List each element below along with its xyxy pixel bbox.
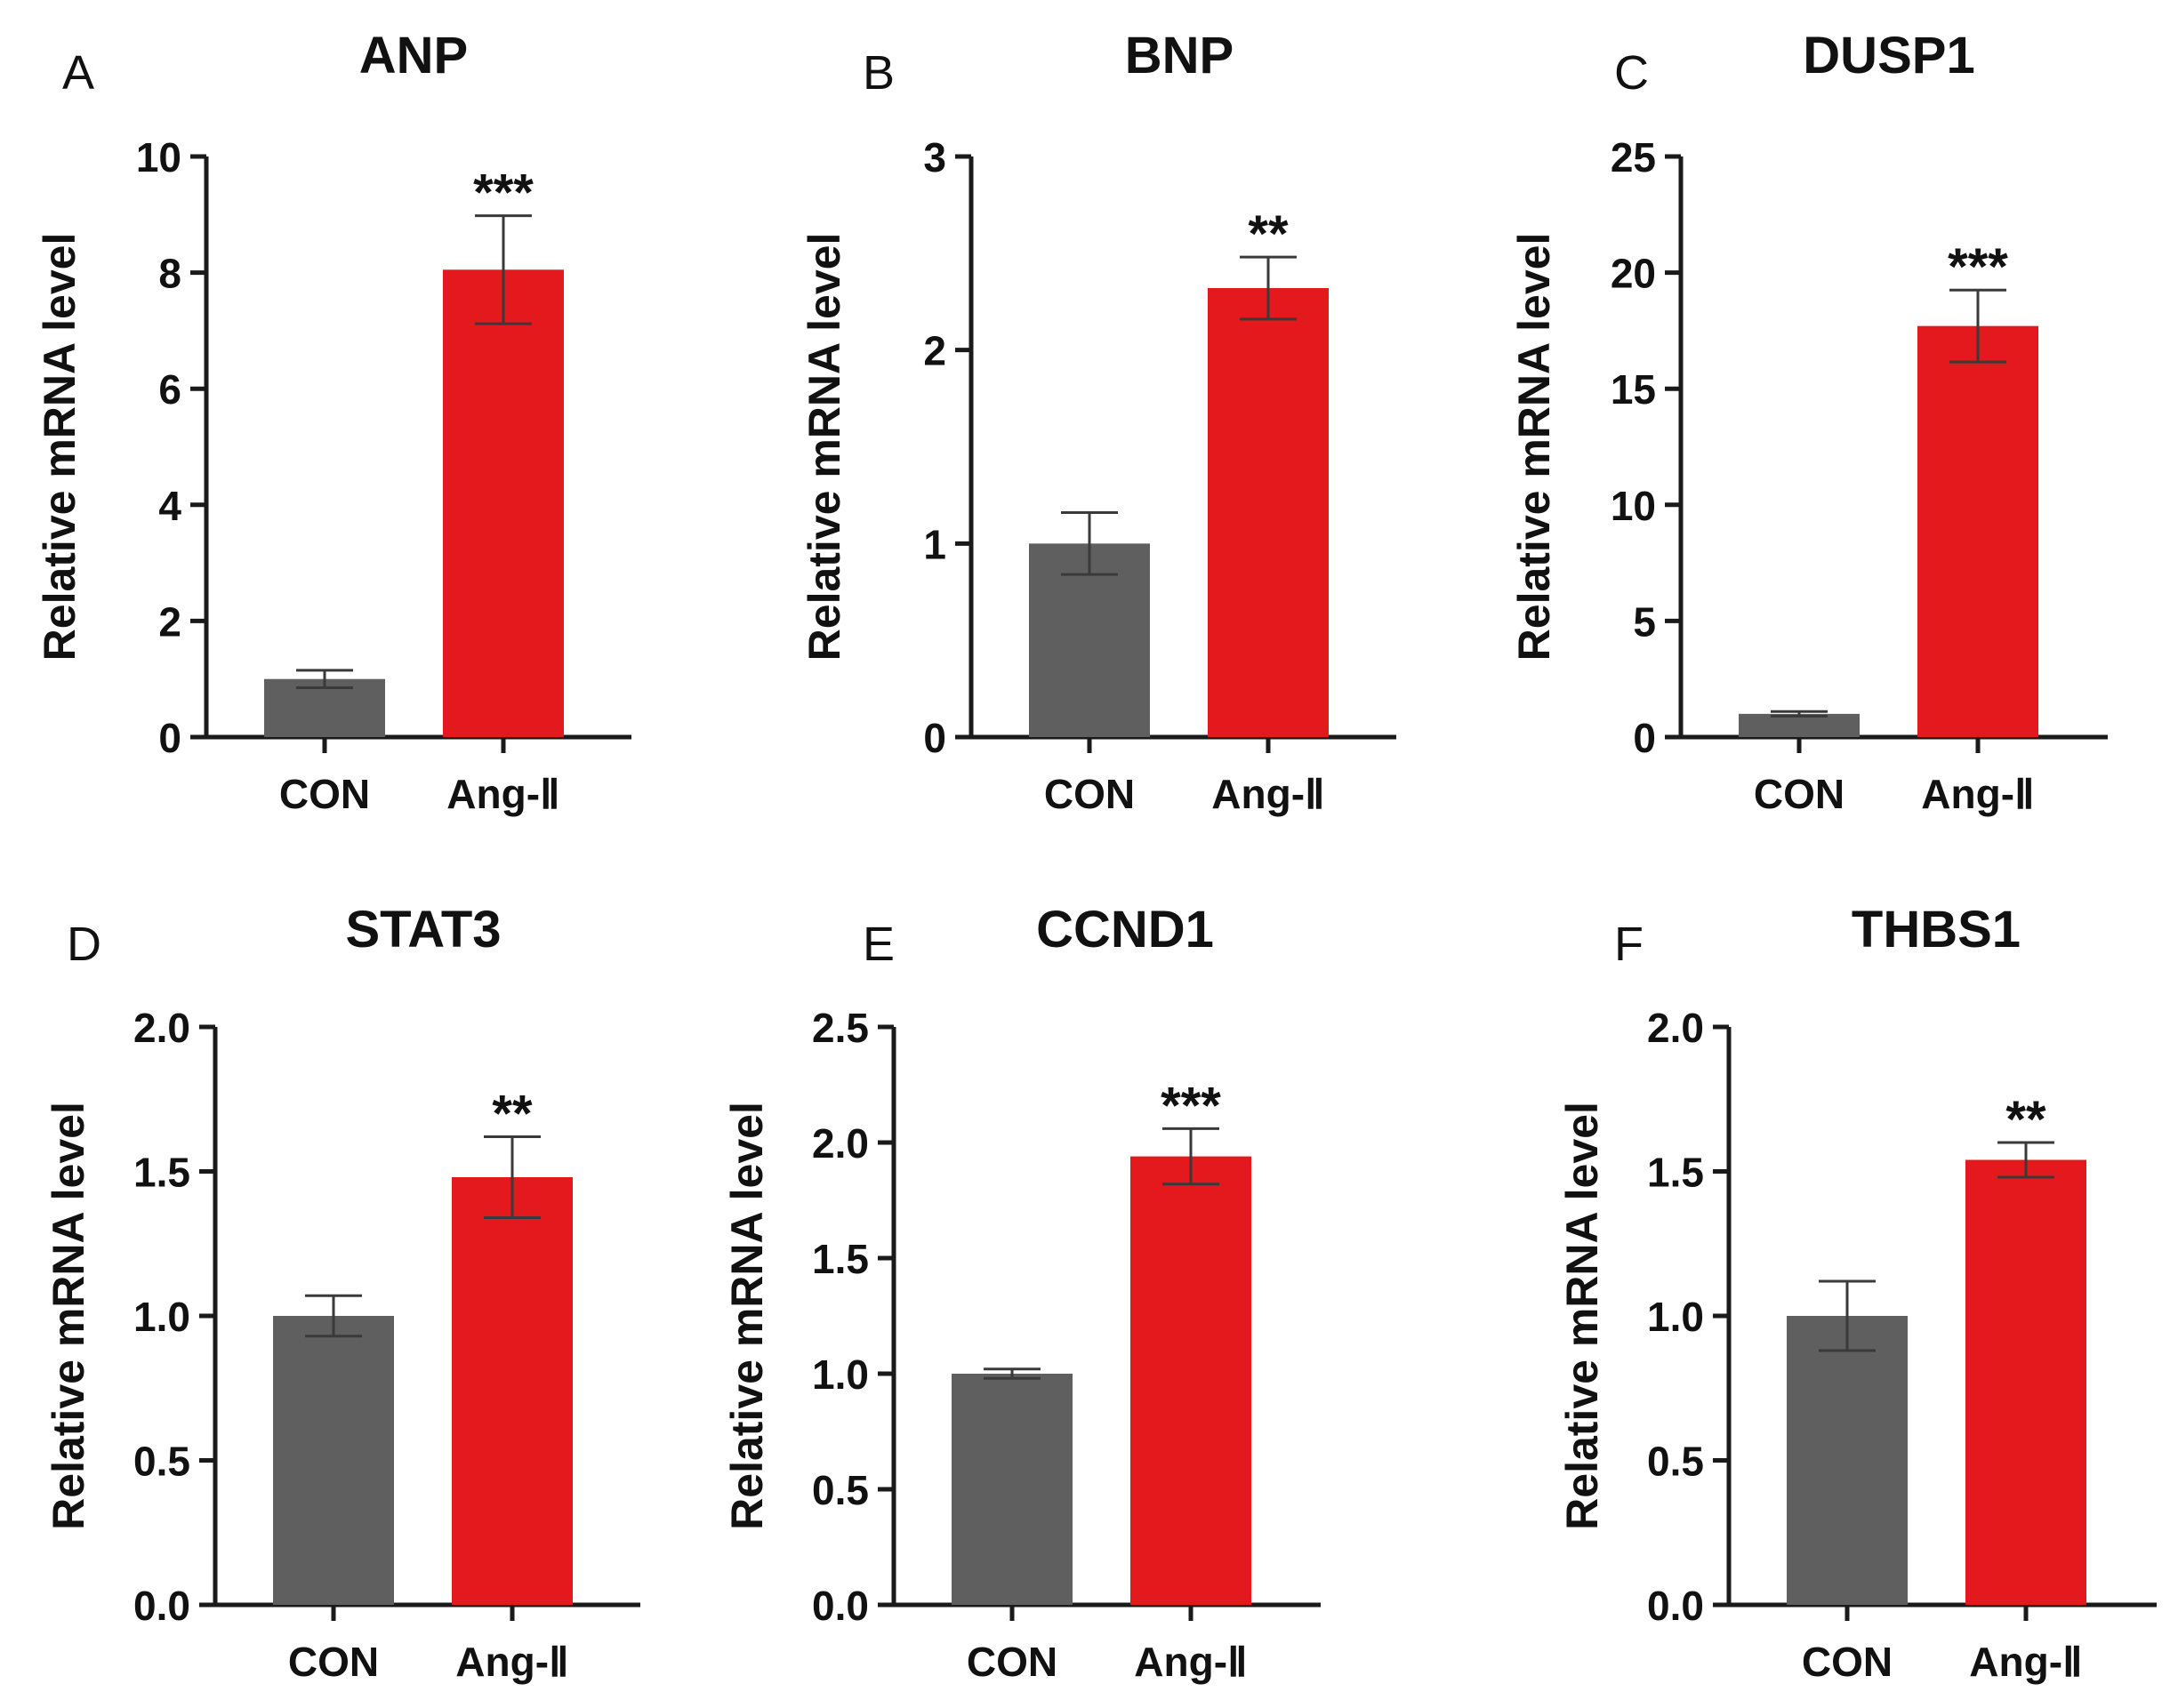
panel-label: A [62, 46, 94, 100]
x-tick-label: CON [1044, 771, 1135, 817]
y-tick-label: 25 [1611, 134, 1656, 180]
x-tick-label: Ang-Ⅱ [446, 771, 559, 817]
x-tick-label: Ang-Ⅱ [455, 1639, 568, 1685]
y-tick-label: 2.0 [133, 1005, 190, 1051]
y-tick-label: 4 [158, 483, 181, 529]
significance-label: *** [1161, 1077, 1221, 1135]
y-tick-label: 0.0 [133, 1583, 190, 1629]
bar-con [1787, 1316, 1908, 1605]
bar-ang-ii [452, 1177, 573, 1605]
y-tick-label: 0 [1633, 715, 1656, 761]
y-tick-label: 1 [923, 521, 946, 567]
y-axis-label: Relative mRNA level [35, 233, 84, 662]
y-axis-label: Relative mRNA level [800, 233, 849, 662]
bar-ang-ii [1208, 288, 1329, 737]
y-axis-label: Relative mRNA level [44, 1102, 93, 1530]
panel-label: D [67, 918, 101, 971]
chart-title: CCND1 [1036, 901, 1214, 958]
y-tick-label: 1.5 [812, 1236, 869, 1282]
y-tick-label: 2 [923, 328, 946, 374]
x-tick-label: CON [1754, 771, 1844, 817]
x-tick-label: CON [288, 1639, 379, 1685]
bar-con [273, 1316, 394, 1605]
y-tick-label: 1.0 [1647, 1294, 1704, 1340]
chart-panel-a: A ANP Relative mRNA level 0 2 4 6 8 10 CON Ang-Ⅱ **… [35, 27, 631, 817]
significance-label: ** [1248, 205, 1289, 263]
x-tick-label: Ang-Ⅱ [1969, 1639, 2082, 1685]
chart-panel-f: F THBS1 Relative mRNA level 0.0 0.5 1.0 1.5 2.0… [1557, 901, 2157, 1685]
y-tick-label: 15 [1611, 366, 1656, 413]
bar-ang-ii [1965, 1159, 2086, 1605]
x-tick-label: Ang-Ⅱ [1134, 1639, 1247, 1685]
significance-label: ** [2005, 1091, 2046, 1149]
y-tick-label: 1.5 [133, 1150, 190, 1196]
significance-label: *** [1948, 238, 2008, 296]
panel-label: B [863, 46, 895, 100]
y-tick-label: 6 [158, 366, 181, 413]
panel-label: E [863, 918, 895, 971]
y-axis-label: Relative mRNA level [1557, 1102, 1607, 1530]
chart-title: STAT3 [345, 901, 501, 958]
y-axis-label: Relative mRNA level [722, 1102, 772, 1530]
x-tick-label: Ang-Ⅱ [1211, 771, 1324, 817]
chart-title: THBS1 [1852, 901, 2021, 958]
panel-label: C [1614, 46, 1649, 100]
y-tick-label: 2.5 [812, 1005, 869, 1051]
chart-title: DUSP1 [1803, 27, 1974, 84]
y-tick-label: 1.0 [133, 1294, 190, 1340]
chart-title: BNP [1125, 27, 1234, 84]
bar-con [1739, 713, 1860, 737]
x-tick-label: CON [967, 1639, 1057, 1685]
chart-panel-d: D STAT3 Relative mRNA level 0.0 0.5 1.0 1.5 2.0… [44, 901, 640, 1685]
y-tick-label: 1.5 [1647, 1150, 1704, 1196]
chart-panel-e: E CCND1 Relative mRNA level 0.0 0.5 1.0 1.5 2.0… [722, 901, 1321, 1685]
chart-panel-b: B BNP Relative mRNA level 0 1 2 3 CON Ang-Ⅱ ** [800, 27, 1396, 817]
y-tick-label: 0.0 [1647, 1583, 1704, 1629]
y-tick-label: 3 [923, 134, 946, 180]
y-tick-label: 0.5 [1647, 1439, 1704, 1485]
panel-label: F [1614, 918, 1644, 971]
y-tick-label: 0 [923, 715, 946, 761]
y-tick-label: 0 [158, 715, 181, 761]
chart-panel-c: C DUSP1 Relative mRNA level 0 5 10 15 20 25 CON An… [1509, 27, 2108, 817]
y-tick-label: 8 [158, 251, 181, 297]
y-tick-label: 2.0 [1647, 1005, 1704, 1051]
x-tick-label: Ang-Ⅱ [1921, 771, 2034, 817]
x-tick-label: CON [279, 771, 370, 817]
y-tick-label: 10 [1611, 483, 1656, 529]
significance-label: ** [492, 1086, 533, 1143]
y-tick-label: 0.5 [812, 1467, 869, 1513]
bar-ang-ii [443, 269, 564, 738]
significance-label: *** [473, 164, 534, 222]
y-axis-label: Relative mRNA level [1509, 233, 1559, 662]
chart-title: ANP [359, 27, 468, 84]
y-tick-label: 1.0 [812, 1351, 869, 1398]
y-tick-label: 2.0 [812, 1120, 869, 1167]
bar-ang-ii [1130, 1156, 1251, 1605]
bar-ang-ii [1917, 325, 2038, 737]
y-tick-label: 0.5 [133, 1439, 190, 1485]
y-tick-label: 2 [158, 598, 181, 645]
y-tick-label: 20 [1611, 251, 1656, 297]
y-tick-label: 5 [1633, 598, 1656, 645]
y-tick-label: 0.0 [812, 1583, 869, 1629]
bar-con [952, 1374, 1073, 1605]
x-tick-label: CON [1802, 1639, 1893, 1685]
y-tick-label: 10 [136, 134, 181, 180]
